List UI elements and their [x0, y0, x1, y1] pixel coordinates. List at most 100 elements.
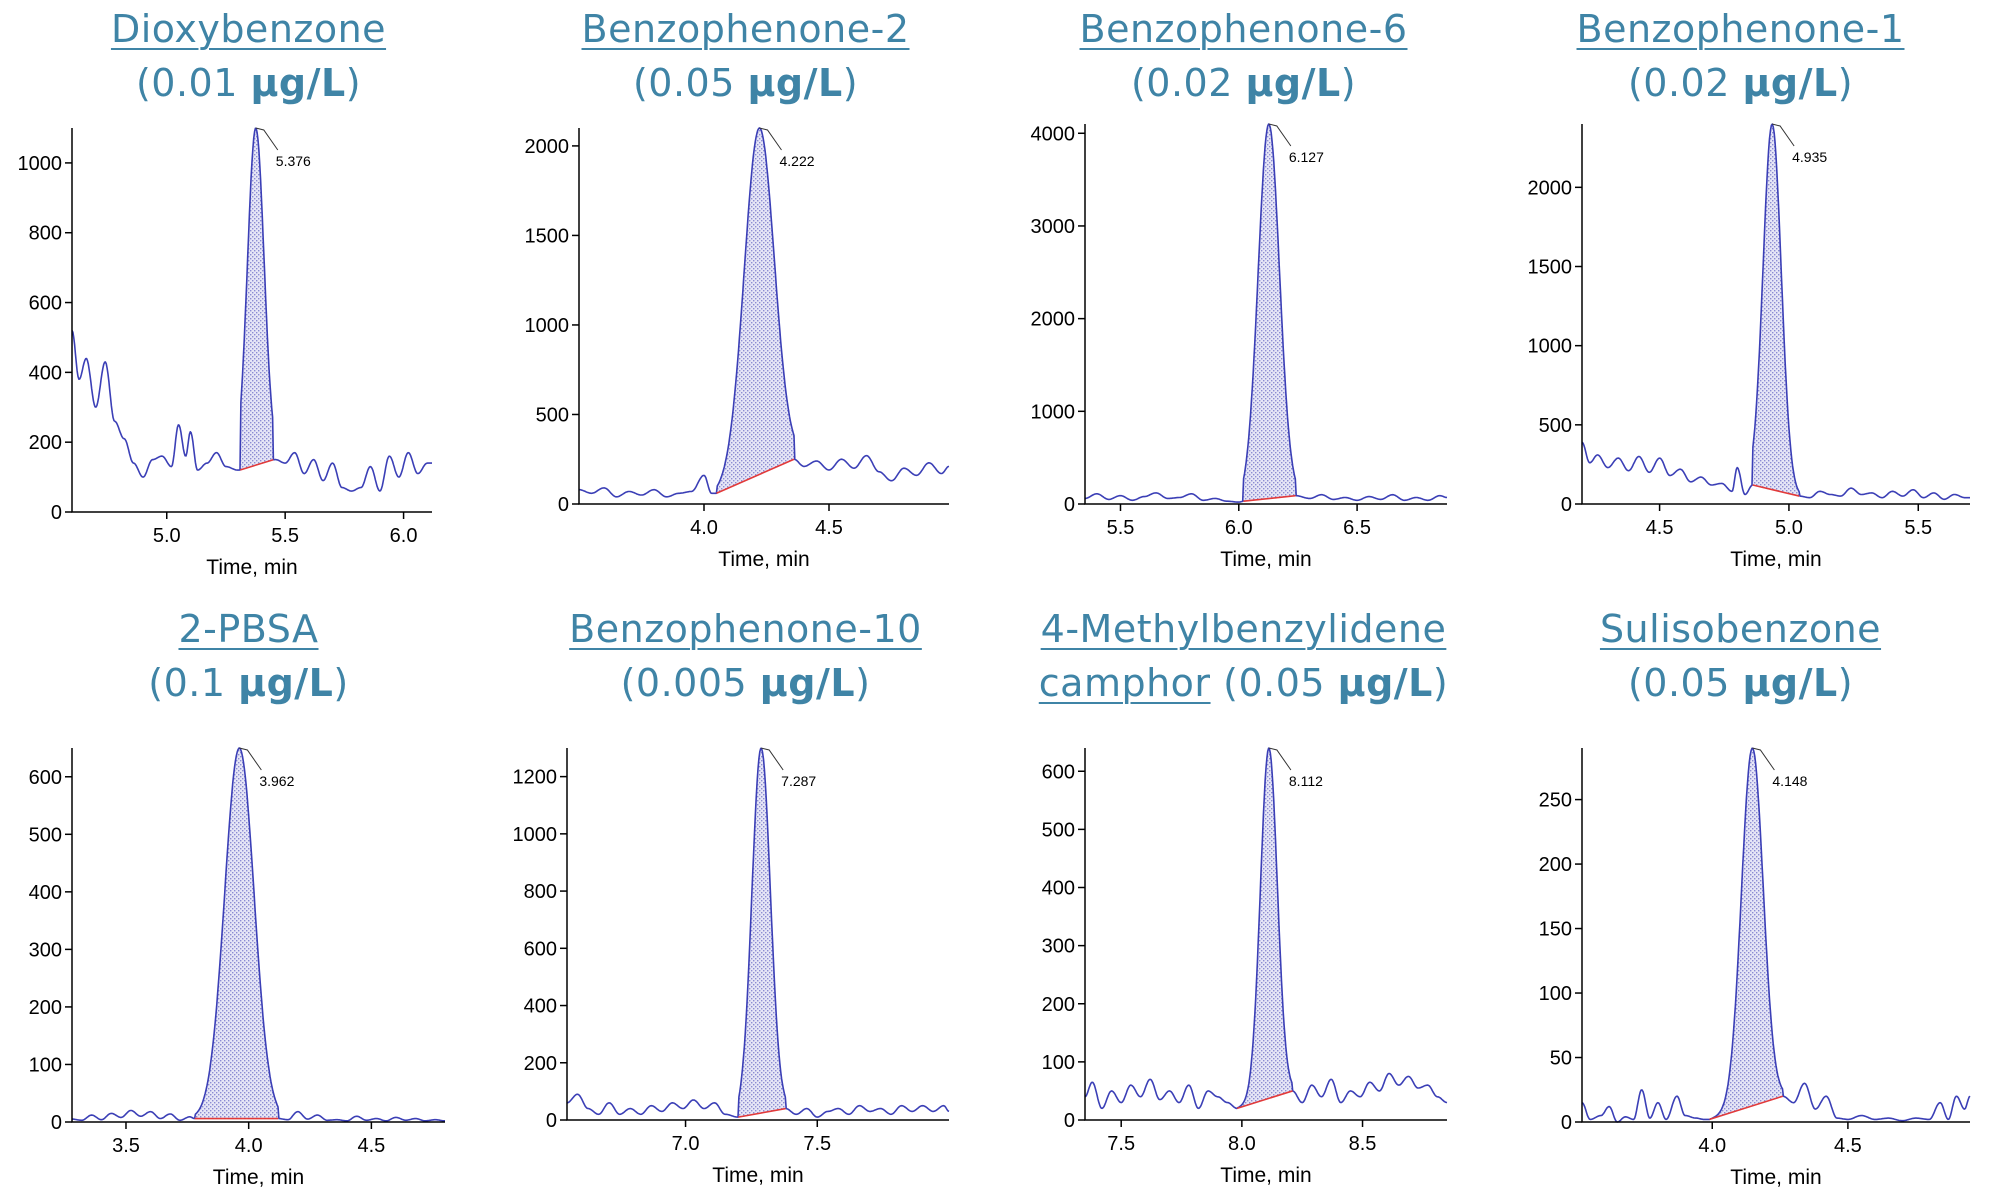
compound-name: Benzophenone-1	[1576, 7, 1905, 51]
x-tick-label: 5.5	[1107, 517, 1135, 539]
chromatogram-plot: 5.376 0 200 400 600 800 1000 5.0 5.5 6.0 Time, min	[18, 127, 432, 579]
x-axis-label: Time, min	[712, 1164, 803, 1187]
integration-baseline	[1752, 484, 1800, 497]
concentration-unit: µg/L	[238, 661, 334, 705]
y-tick-label: 400	[1042, 878, 1075, 900]
integration-baseline	[716, 458, 795, 494]
y-tick-label: 3000	[1031, 216, 1076, 238]
compound-name: 2-PBSA	[178, 607, 319, 651]
x-tick-label: 3.5	[112, 1135, 140, 1157]
concentration-unit: µg/L	[1245, 61, 1341, 105]
y-tick-label: 1000	[525, 315, 570, 337]
y-tick-label: 100	[1539, 983, 1572, 1005]
concentration-prefix: (0.005	[620, 661, 760, 705]
y-tick-label: 1500	[525, 225, 570, 247]
x-axis-label: Time, min	[213, 1166, 304, 1189]
y-tick-label: 500	[536, 404, 569, 426]
concentration-unit: µg/L	[1337, 661, 1433, 705]
x-tick-label: 6.0	[1225, 517, 1253, 539]
y-tick-label: 800	[29, 223, 62, 245]
x-tick-label: 4.0	[235, 1135, 263, 1157]
concentration-suffix: )	[1837, 61, 1854, 105]
y-tick-label: 100	[29, 1054, 62, 1076]
chart-title: Benzophenone-10 (0.005 µg/L)	[497, 602, 994, 710]
y-tick-label: 1200	[513, 767, 558, 789]
x-tick-label: 6.0	[390, 525, 418, 547]
y-tick-label: 1500	[1528, 257, 1573, 279]
x-tick-label: 4.5	[357, 1135, 385, 1157]
peak-label-leader	[759, 127, 782, 151]
peak-area	[1709, 748, 1783, 1120]
y-tick-label: 800	[524, 881, 557, 903]
chromatogram-trace	[1581, 747, 1971, 1123]
x-tick-label: 7.5	[1107, 1133, 1135, 1155]
chromatogram-panel: Dioxybenzone (0.01 µg/L) 5.376 0 200 400 600 80…	[0, 0, 497, 598]
y-tick-label: 200	[524, 1053, 557, 1075]
compound-name: Dioxybenzone	[110, 7, 387, 51]
chart-title: Dioxybenzone (0.01 µg/L)	[0, 2, 497, 110]
x-tick-label: 4.0	[1698, 1135, 1726, 1157]
integration-baseline	[1236, 1090, 1293, 1110]
chromatogram-panel: 2-PBSA (0.1 µg/L) 3.962 0 100 200 300 400 500 600…	[0, 600, 497, 1198]
compound-name: Benzophenone-10	[569, 607, 922, 651]
x-tick-label: 8.5	[1349, 1133, 1377, 1155]
compound-name-line2: camphor	[1038, 661, 1211, 705]
chromatogram-trace	[1085, 123, 1448, 503]
integration-baseline	[239, 458, 274, 471]
concentration-prefix: (0.05	[1627, 661, 1743, 705]
y-tick-label: 600	[1042, 761, 1075, 783]
x-tick-label: 5.0	[1775, 517, 1803, 539]
peak-area	[716, 128, 794, 494]
y-tick-label: 0	[1561, 1112, 1572, 1134]
chart-title: Sulisobenzone (0.05 µg/L)	[1492, 602, 1989, 710]
chromatogram-trace	[1581, 123, 1970, 501]
x-tick-label: 4.5	[1646, 517, 1674, 539]
y-tick-label: 0	[1064, 494, 1075, 516]
y-tick-label: 1000	[1031, 401, 1076, 423]
y-tick-label: 0	[51, 502, 62, 524]
y-tick-label: 400	[524, 996, 557, 1018]
x-axis-label: Time, min	[1220, 1164, 1311, 1187]
retention-time-label: 5.376	[276, 153, 311, 169]
x-tick-label: 4.5	[1834, 1135, 1862, 1157]
chromatogram-trace	[1084, 747, 1448, 1110]
chart-title: Benzophenone-2 (0.05 µg/L)	[497, 2, 994, 110]
y-tick-label: 400	[29, 362, 62, 384]
y-tick-label: 500	[1539, 415, 1572, 437]
peak-label-leader	[1752, 747, 1775, 771]
retention-time-label: 4.222	[780, 153, 815, 169]
y-tick-label: 200	[1539, 854, 1572, 876]
x-tick-label: 4.0	[690, 517, 718, 539]
concentration-unit: µg/L	[747, 61, 843, 105]
y-tick-label: 300	[29, 939, 62, 961]
y-tick-label: 1000	[18, 153, 63, 175]
chromatogram-plot: 4.222 0 500 1000 1500 2000 4.0 4.5 Time, min	[525, 127, 950, 571]
y-tick-label: 500	[29, 824, 62, 846]
chromatogram-panel: Benzophenone-10 (0.005 µg/L) 7.287 0 200 400 6…	[497, 600, 994, 1198]
chromatogram-panel: Sulisobenzone (0.05 µg/L) 4.148 0 50 100 150 20…	[1492, 600, 1989, 1198]
peak-label-leader	[761, 747, 784, 771]
concentration-suffix: )	[333, 661, 349, 705]
chart-title: Benzophenone-6 (0.02 µg/L)	[995, 2, 1492, 110]
y-tick-label: 0	[558, 494, 569, 516]
concentration-suffix: )	[1340, 61, 1357, 105]
retention-time-label: 6.127	[1289, 149, 1324, 165]
y-tick-label: 600	[524, 938, 557, 960]
chromatogram-plot: 6.127 0 1000 2000 3000 4000 5.5 6.0 6.5 Time, min	[1031, 123, 1448, 571]
y-tick-label: 1000	[513, 824, 558, 846]
compound-name: 4-Methylbenzylidene	[1040, 607, 1447, 651]
chromatogram-plot: 3.962 0 100 200 300 400 500 600 3.5 4.0 4.5 Time, m…	[29, 747, 445, 1189]
y-tick-label: 300	[1042, 936, 1075, 958]
chromatogram-trace	[579, 127, 950, 498]
y-tick-label: 0	[546, 1110, 557, 1132]
concentration-suffix: )	[855, 661, 871, 705]
concentration-suffix: )	[1432, 661, 1449, 705]
x-tick-label: 8.0	[1228, 1133, 1256, 1155]
peak-area	[1752, 124, 1800, 497]
chromatogram-trace	[71, 127, 432, 492]
concentration-unit: µg/L	[1742, 661, 1838, 705]
concentration-prefix: (0.01	[135, 61, 251, 105]
peak-area	[240, 128, 274, 471]
chromatogram-panel: 4-Methylbenzylidene camphor (0.05 µg/L) 8.…	[995, 600, 1492, 1198]
y-tick-label: 0	[1561, 494, 1572, 516]
